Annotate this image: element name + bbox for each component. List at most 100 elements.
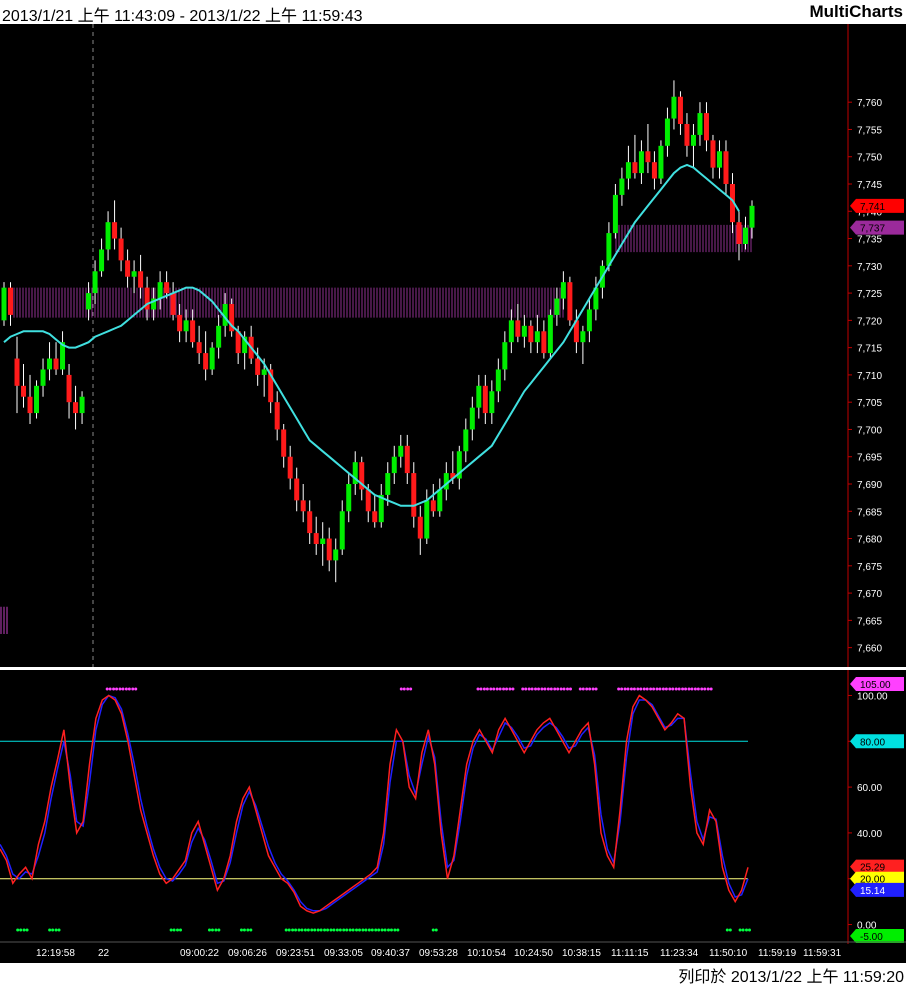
candle-body bbox=[320, 538, 326, 544]
candle-body bbox=[274, 402, 280, 430]
signal-dot bbox=[485, 687, 489, 691]
signal-dot bbox=[671, 687, 675, 691]
candle-body bbox=[508, 320, 514, 343]
candle-body bbox=[151, 298, 157, 310]
signal-dot bbox=[549, 687, 553, 691]
signal-dot bbox=[303, 928, 307, 932]
signal-dot bbox=[284, 928, 288, 932]
price-label: 7,705 bbox=[857, 398, 882, 409]
price-label: 7,665 bbox=[857, 616, 882, 627]
signal-dot bbox=[57, 928, 61, 932]
candle-body bbox=[118, 238, 124, 261]
candle-body bbox=[66, 374, 72, 403]
signal-dot bbox=[383, 928, 387, 932]
signal-dot bbox=[639, 687, 643, 691]
candle-body bbox=[625, 162, 631, 179]
last-price-tag-bg bbox=[850, 198, 904, 213]
signal-dot bbox=[559, 687, 563, 691]
candle-body bbox=[92, 271, 98, 294]
price-label: 7,760 bbox=[857, 98, 882, 109]
candle-body bbox=[79, 396, 85, 414]
candle-body bbox=[645, 151, 651, 163]
candle-body bbox=[547, 314, 553, 354]
candle-body bbox=[502, 342, 508, 370]
signal-dot bbox=[374, 928, 378, 932]
profile-price-tag-bg bbox=[850, 220, 904, 235]
k-line bbox=[0, 694, 749, 914]
last-price-tag: 7,741 bbox=[850, 198, 904, 213]
profile-price-tag: 7,737 bbox=[850, 220, 904, 235]
candle-body bbox=[281, 429, 287, 457]
price-axis: 7,7607,7557,7507,7457,7407,7357,7307,725… bbox=[848, 98, 882, 655]
candle-body bbox=[352, 462, 358, 484]
candle-body bbox=[99, 249, 105, 272]
time-label: 10:24:50 bbox=[514, 948, 553, 959]
signal-dot bbox=[54, 928, 58, 932]
osc-label: 0.00 bbox=[857, 921, 877, 932]
signal-dot bbox=[568, 687, 572, 691]
signal-dot bbox=[642, 687, 646, 691]
signal-dot bbox=[16, 928, 20, 932]
signal-dot bbox=[332, 928, 336, 932]
candle-body bbox=[27, 396, 33, 414]
signal-dot bbox=[115, 687, 119, 691]
signal-dot bbox=[623, 687, 627, 691]
signal-dot bbox=[355, 928, 359, 932]
signal-dots-bottom bbox=[16, 928, 751, 932]
signal-dot bbox=[649, 687, 653, 691]
signal-dot bbox=[326, 928, 330, 932]
candle-body bbox=[723, 151, 729, 184]
moving-average-line bbox=[3, 163, 740, 507]
signal-dot bbox=[489, 687, 493, 691]
signal-dot bbox=[217, 928, 221, 932]
candle-body bbox=[697, 113, 703, 135]
signal-dot bbox=[345, 928, 349, 932]
time-label: 10:38:15 bbox=[562, 948, 601, 959]
candle-body bbox=[47, 358, 53, 370]
signal-dots-top bbox=[105, 687, 713, 691]
d-line bbox=[0, 694, 749, 912]
signal-dot bbox=[361, 928, 365, 932]
signal-dot bbox=[703, 687, 707, 691]
signal-dot bbox=[131, 687, 135, 691]
signal-dot bbox=[664, 687, 668, 691]
candle-body bbox=[482, 385, 488, 414]
osc-tag: 80.00 bbox=[850, 734, 904, 749]
signal-dot bbox=[594, 687, 598, 691]
signal-dot bbox=[709, 687, 713, 691]
candle-body bbox=[255, 358, 261, 375]
candle-body bbox=[365, 489, 371, 512]
printed-timestamp: 列印於 2013/1/22 上午 11:59:20 bbox=[678, 969, 904, 986]
candle-body bbox=[398, 445, 404, 457]
time-label: 10:10:54 bbox=[467, 948, 506, 959]
candle-body bbox=[1, 287, 7, 321]
candle-body bbox=[580, 331, 586, 343]
signal-dot bbox=[524, 687, 528, 691]
signal-dot bbox=[591, 687, 595, 691]
candle-body bbox=[21, 385, 27, 397]
signal-dot bbox=[479, 687, 483, 691]
candle-body bbox=[619, 178, 625, 195]
signal-dot bbox=[210, 928, 214, 932]
candle-body bbox=[144, 287, 150, 310]
price-label: 7,660 bbox=[857, 644, 882, 655]
candle-body bbox=[612, 194, 618, 234]
price-label: 7,670 bbox=[857, 589, 882, 600]
signal-dot bbox=[172, 928, 176, 932]
osc-tag-label: -5.00 bbox=[860, 932, 883, 943]
time-label: 11:50:10 bbox=[709, 948, 748, 959]
candle-body bbox=[742, 227, 748, 244]
time-label: 11:11:15 bbox=[611, 948, 649, 959]
price-label: 7,730 bbox=[857, 262, 882, 273]
candle-body bbox=[183, 320, 189, 332]
chart-area[interactable]: 7,7607,7557,7507,7457,7407,7357,7307,725… bbox=[0, 24, 906, 963]
signal-dot bbox=[492, 687, 496, 691]
signal-dot bbox=[706, 687, 710, 691]
signal-dot bbox=[291, 928, 295, 932]
candle-body bbox=[528, 325, 534, 343]
chart-svg[interactable]: 7,7607,7557,7507,7457,7407,7357,7307,725… bbox=[0, 24, 906, 963]
signal-dot bbox=[323, 928, 327, 932]
signal-dot bbox=[652, 687, 656, 691]
candle-body bbox=[658, 145, 664, 179]
signal-dot bbox=[48, 928, 52, 932]
